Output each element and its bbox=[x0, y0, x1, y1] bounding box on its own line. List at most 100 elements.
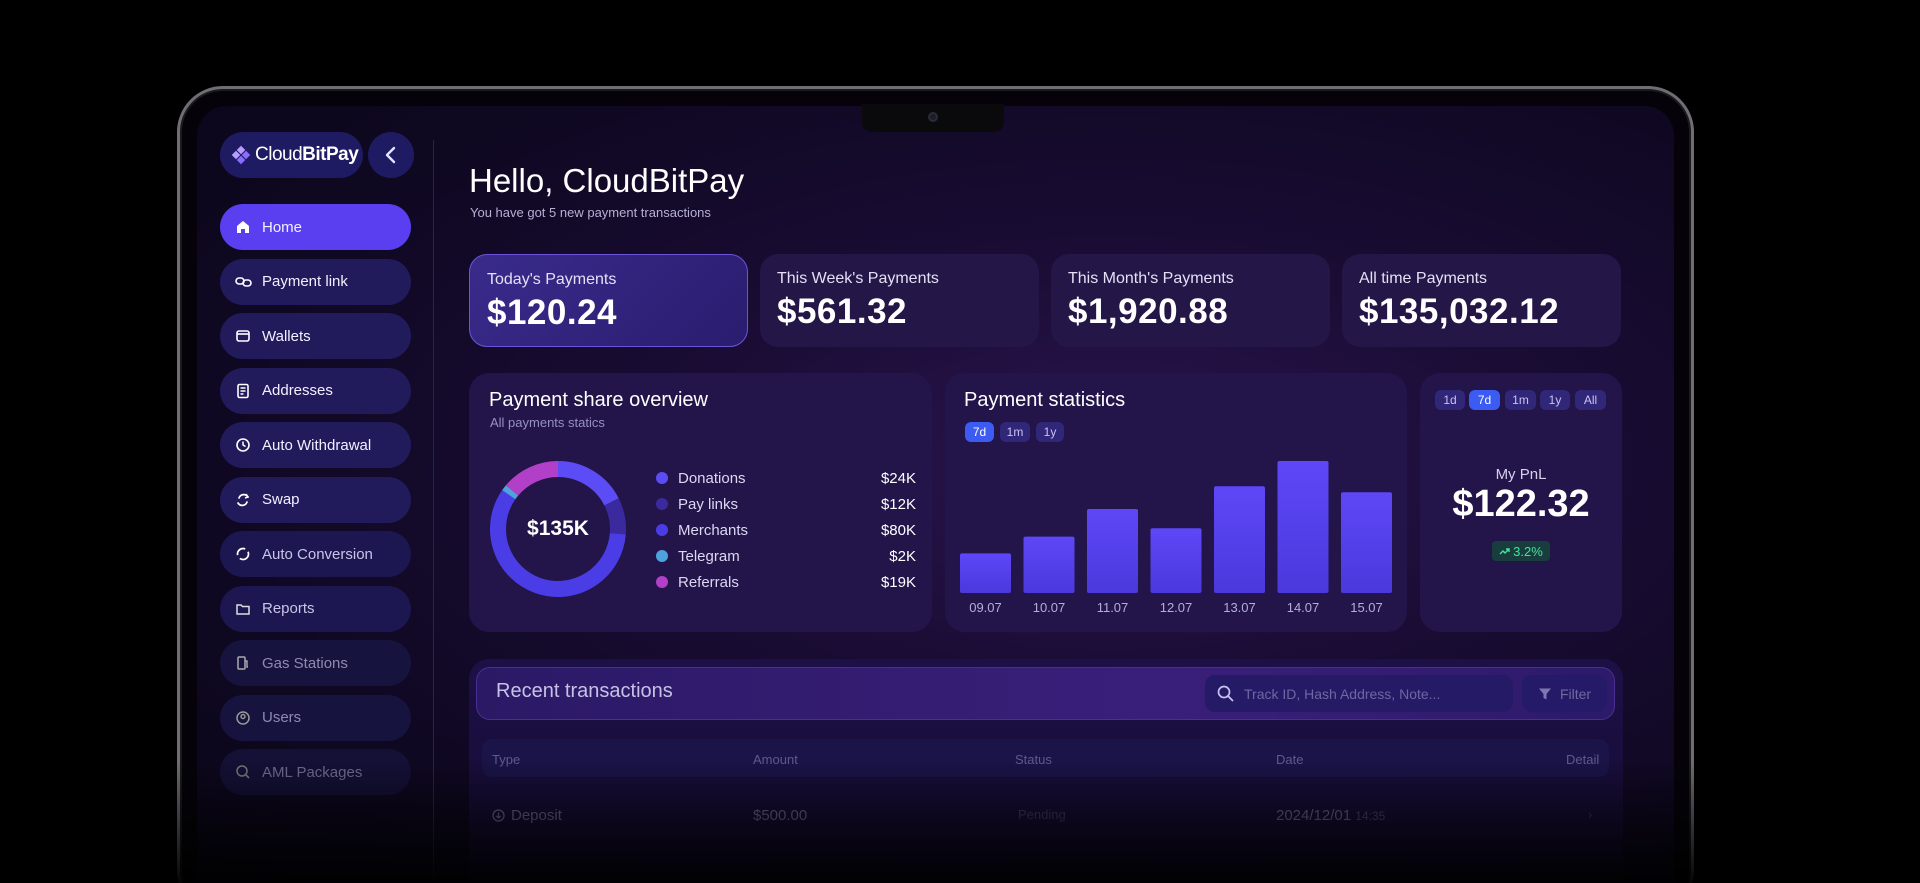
row-date-value: 2024/12/01 bbox=[1276, 807, 1352, 824]
bar-15.07[interactable] bbox=[1341, 492, 1392, 593]
column-header-status[interactable]: Status bbox=[1015, 752, 1052, 767]
stat-card-week[interactable]: This Week's Payments $561.32 bbox=[760, 254, 1039, 347]
bar-09.07[interactable] bbox=[960, 553, 1011, 593]
row-time-value: 14:35 bbox=[1355, 809, 1386, 823]
bar-12.07[interactable] bbox=[1150, 528, 1202, 593]
search-icon bbox=[1217, 685, 1234, 702]
sidebar-item-label: Users bbox=[262, 709, 302, 726]
sidebar-item-label: Auto Withdrawal bbox=[262, 436, 372, 454]
deposit-icon bbox=[492, 809, 505, 822]
bar-label-13.07: 13.07 bbox=[1223, 600, 1256, 615]
pnl-label: My PnL bbox=[1495, 466, 1547, 483]
withdrawal-icon bbox=[234, 436, 252, 454]
panel-subtitle: All payments statics bbox=[490, 415, 605, 430]
collapse-sidebar-button[interactable] bbox=[368, 132, 414, 178]
address-icon bbox=[234, 382, 252, 400]
bar-label-12.07: 12.07 bbox=[1160, 600, 1193, 615]
donut-segment-telegram[interactable] bbox=[502, 485, 519, 500]
sidebar-nav: Home Payment link Wallets Addresses Auto… bbox=[220, 204, 411, 804]
aml-icon bbox=[234, 763, 252, 781]
pnl-range-chip-1d[interactable]: 1d bbox=[1435, 390, 1465, 410]
donut-segment-merchants[interactable] bbox=[490, 490, 626, 597]
sidebar-item-auto-conversion[interactable]: Auto Conversion bbox=[220, 531, 411, 577]
legend-amount: $12K bbox=[880, 495, 916, 513]
column-header-type[interactable]: Type bbox=[492, 752, 521, 767]
legend-amount: $24K bbox=[880, 469, 916, 487]
sidebar-item-label: Wallets bbox=[262, 327, 311, 345]
donut-segment-pay-links[interactable] bbox=[604, 498, 626, 535]
sidebar-item-wallets[interactable]: Wallets bbox=[220, 313, 411, 359]
bar-10.07[interactable] bbox=[1023, 536, 1075, 593]
bar-label-11.07: 11.07 bbox=[1097, 600, 1129, 615]
bar-13.07[interactable] bbox=[1214, 486, 1265, 593]
bar-label-14.07: 14.07 bbox=[1287, 600, 1320, 615]
sidebar-item-label: Gas Stations bbox=[262, 654, 348, 672]
search-input[interactable] bbox=[1244, 685, 1494, 702]
search-field[interactable] bbox=[1205, 675, 1513, 712]
pnl-range-chip-1y[interactable]: 1y bbox=[1540, 390, 1570, 410]
filter-button[interactable]: Filter bbox=[1522, 675, 1607, 712]
sidebar-item-home[interactable]: Home bbox=[220, 204, 411, 250]
sidebar-item-gas-stations[interactable]: Gas Stations bbox=[220, 640, 411, 686]
bar-11.07[interactable] bbox=[1087, 509, 1138, 593]
chevron-left-icon bbox=[385, 146, 396, 164]
logo-mark-icon bbox=[231, 145, 251, 165]
range-chip-1m[interactable]: 1m bbox=[1000, 422, 1030, 442]
column-header-amount[interactable]: Amount bbox=[753, 752, 798, 767]
stat-label: All time Payments bbox=[1359, 270, 1488, 287]
range-chip-7d[interactable]: 7d bbox=[965, 422, 994, 442]
bar-label-09.07: 09.07 bbox=[969, 600, 1002, 615]
filter-icon bbox=[1538, 688, 1551, 699]
bar-chart: 09.07 10.07 11.07 12.07 13.07 14.07 15.07 bbox=[960, 461, 1392, 615]
stat-value: $1,920.88 bbox=[1068, 292, 1229, 331]
donut-chart bbox=[490, 461, 626, 597]
stat-card-month[interactable]: This Month's Payments $1,920.88 bbox=[1051, 254, 1330, 347]
pnl-range-chip-7d[interactable]: 7d bbox=[1469, 390, 1500, 410]
link-icon bbox=[234, 273, 252, 291]
stat-card-today[interactable]: Today's Payments $120.24 bbox=[469, 254, 748, 347]
pnl-range-chip-1m[interactable]: 1m bbox=[1505, 390, 1536, 410]
column-header-detail[interactable]: Detail bbox=[1566, 752, 1600, 767]
sidebar-item-reports[interactable]: Reports bbox=[220, 585, 411, 632]
gas-station-icon bbox=[234, 654, 252, 672]
sidebar-item-payment-link[interactable]: Payment link bbox=[220, 258, 411, 305]
swap-icon bbox=[234, 491, 252, 509]
sidebar-item-users[interactable]: Users bbox=[220, 694, 411, 741]
row-detail-chevron-icon[interactable]: › bbox=[1588, 807, 1593, 822]
legend-dot bbox=[656, 550, 668, 562]
legend-item-referrals: Referrals $19K bbox=[656, 572, 916, 592]
sidebar-item-addresses[interactable]: Addresses bbox=[220, 367, 411, 414]
legend-amount: $19K bbox=[880, 573, 916, 591]
sidebar-item-auto-withdrawal[interactable]: Auto Withdrawal bbox=[220, 422, 411, 468]
pnl-range-chip-all[interactable]: All bbox=[1575, 390, 1606, 410]
sidebar-item-label: Addresses bbox=[262, 382, 333, 399]
row-date: 2024/12/01 14:35 bbox=[1276, 807, 1385, 824]
stat-value: $135,032.12 bbox=[1359, 292, 1560, 331]
donut-total: $135K bbox=[527, 517, 589, 540]
table-row-type[interactable]: Deposit bbox=[492, 807, 562, 824]
legend-amount: $80K bbox=[880, 521, 916, 539]
sidebar-item-label: Home bbox=[262, 218, 303, 236]
donut-segment-donations[interactable] bbox=[557, 461, 619, 506]
bar-14.07[interactable] bbox=[1277, 461, 1329, 593]
logo[interactable]: CloudBitPay bbox=[220, 132, 363, 178]
sidebar-item-label: AML Packages bbox=[262, 763, 363, 781]
sidebar-item-label: Payment link bbox=[262, 273, 348, 290]
stat-card-all-time[interactable]: All time Payments $135,032.12 bbox=[1342, 254, 1621, 347]
bar-label-15.07: 15.07 bbox=[1350, 600, 1383, 615]
legend-dot bbox=[656, 524, 668, 536]
legend-dot bbox=[656, 576, 668, 588]
filter-label: Filter bbox=[1559, 685, 1592, 702]
legend-label: Telegram bbox=[678, 547, 740, 565]
column-header-date[interactable]: Date bbox=[1276, 752, 1304, 767]
panel-title: Payment share overview bbox=[489, 389, 708, 411]
range-chip-1y[interactable]: 1y bbox=[1036, 422, 1064, 442]
status-badge: Pending bbox=[1018, 807, 1066, 822]
legend-dot bbox=[656, 472, 668, 484]
legend-item-pay-links: Pay links $12K bbox=[656, 494, 916, 514]
transactions-title: Recent transactions bbox=[496, 680, 673, 702]
panel-title: Payment statistics bbox=[964, 389, 1126, 411]
sidebar-item-swap[interactable]: Swap bbox=[220, 476, 411, 523]
sidebar-item-aml-packages[interactable]: AML Packages bbox=[220, 749, 411, 795]
donut-segment-referrals[interactable] bbox=[505, 461, 559, 496]
